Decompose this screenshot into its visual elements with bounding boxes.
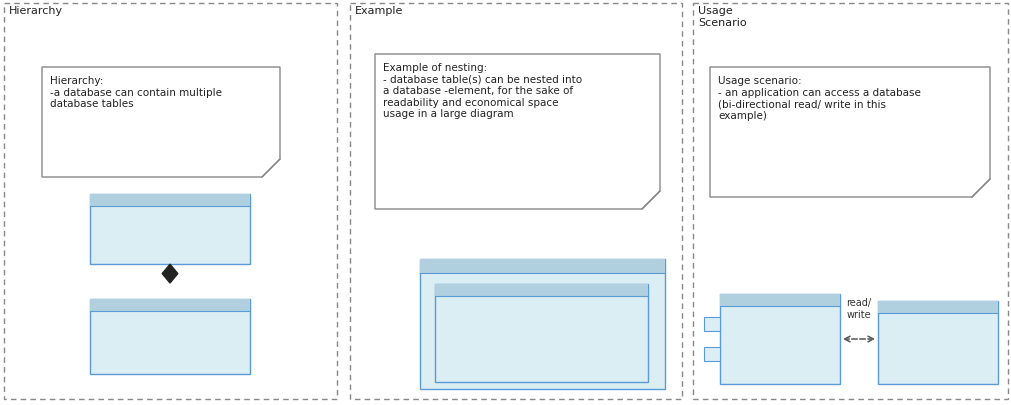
Text: Hierarchy: Hierarchy xyxy=(9,6,63,16)
Text: read/
write: read/ write xyxy=(845,298,870,319)
Polygon shape xyxy=(162,264,178,284)
Bar xyxy=(435,284,647,382)
Bar xyxy=(878,301,997,313)
Bar xyxy=(4,4,337,399)
Text: Usage: Usage xyxy=(698,6,732,16)
Text: Example: Example xyxy=(355,6,403,16)
Bar xyxy=(90,299,250,374)
Text: Database A (Data Object): Database A (Data Object) xyxy=(470,261,614,271)
Polygon shape xyxy=(710,68,989,198)
Text: Database Table A-1
(Data Object): Database Table A-1 (Data Object) xyxy=(487,328,594,350)
Bar xyxy=(878,301,997,384)
Bar xyxy=(90,299,250,311)
Bar xyxy=(420,259,664,273)
Text: Scenario: Scenario xyxy=(698,18,746,28)
Bar xyxy=(435,284,647,296)
Bar xyxy=(420,259,664,389)
Polygon shape xyxy=(42,68,280,177)
Text: Hierarchy:
-a database can contain multiple
database tables: Hierarchy: -a database can contain multi… xyxy=(50,76,221,109)
Text: Example of nesting:
- database table(s) can be nested into
a database -element, : Example of nesting: - database table(s) … xyxy=(382,63,581,119)
Bar xyxy=(350,4,681,399)
Bar xyxy=(719,294,839,306)
Bar xyxy=(90,194,250,264)
Text: Database A
(Data Object): Database A (Data Object) xyxy=(132,225,207,246)
Bar xyxy=(90,194,250,207)
Text: Database A
(Data Object): Database A (Data Object) xyxy=(900,338,975,359)
Bar xyxy=(704,347,719,361)
Bar xyxy=(719,294,839,384)
Text: Application A
(Application
Component): Application A (Application Component) xyxy=(742,328,816,362)
Polygon shape xyxy=(375,55,659,209)
Text: Usage scenario:
- an application can access a database
(bi-directional read/ wri: Usage scenario: - an application can acc… xyxy=(717,76,920,121)
Bar xyxy=(693,4,1007,399)
Bar xyxy=(704,317,719,331)
Text: Database Table A-1
(Data Object): Database Table A-1 (Data Object) xyxy=(116,332,223,354)
